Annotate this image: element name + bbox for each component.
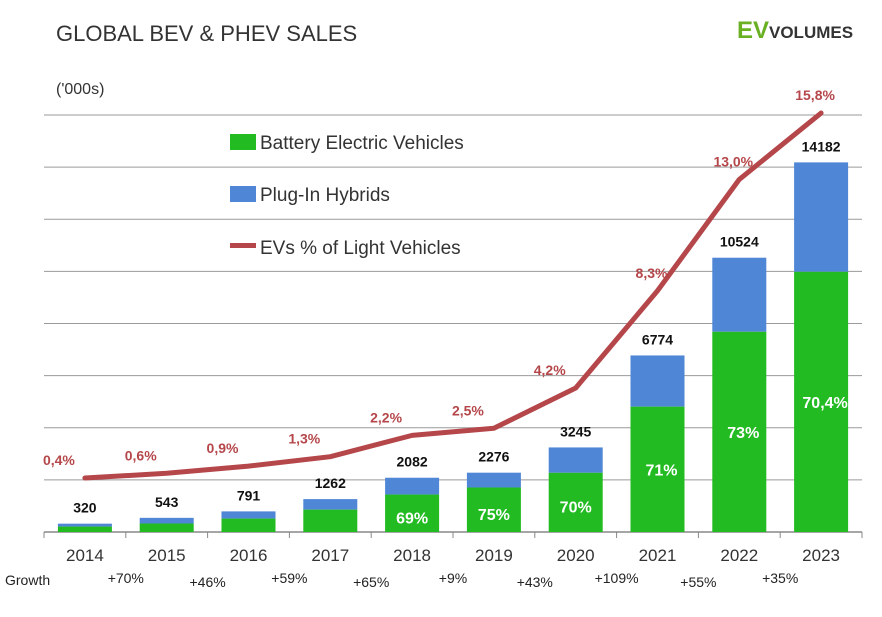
total-label: 2082 (397, 454, 428, 470)
phev-bar (548, 447, 603, 473)
total-label: 6774 (642, 331, 673, 347)
bev-bar (630, 406, 685, 532)
bev-share-label: 75% (478, 507, 510, 524)
phev-bar (385, 477, 440, 495)
phev-bar (57, 523, 112, 527)
x-tick-label: 2017 (311, 546, 349, 565)
phev-bar (221, 511, 276, 519)
legend: Battery Electric Vehicles Plug-In Hybrid… (230, 133, 464, 259)
ev-volumes-logo: EV VOLUMES (737, 17, 853, 44)
bev-share-label: 70% (560, 499, 592, 516)
phev-bar (794, 162, 849, 272)
legend-swatch-phev (230, 186, 256, 202)
phev-bar (466, 472, 521, 488)
legend-swatch-line (230, 243, 256, 248)
x-tick-label: 2015 (148, 546, 186, 565)
total-label: 791 (237, 487, 261, 503)
percent-label: 2,2% (370, 409, 402, 425)
legend-phev: Plug-In Hybrids (260, 185, 390, 206)
growth-value: +109% (595, 570, 639, 586)
total-label: 2276 (478, 449, 509, 465)
total-label: 14182 (802, 138, 841, 154)
bev-share-label: 71% (645, 462, 677, 479)
x-tick-label: 2014 (66, 546, 104, 565)
total-label: 320 (73, 500, 97, 516)
bev-bar (57, 526, 112, 532)
growth-value: +9% (439, 570, 467, 586)
legend-line: EVs % of Light Vehicles (260, 238, 461, 259)
percent-label: 0,9% (207, 440, 239, 456)
total-label: 10524 (720, 234, 759, 250)
bev-share-label: 73% (727, 425, 759, 442)
percent-label: 8,3% (636, 265, 668, 281)
growth-value: +65% (353, 574, 389, 590)
bev-share-label: 69% (396, 510, 428, 527)
x-tick-label: 2019 (475, 546, 513, 565)
x-tick-label: 2020 (557, 546, 595, 565)
percent-label: 2,5% (452, 402, 484, 418)
legend-swatch-bev (230, 134, 256, 150)
growth-value: +43% (517, 574, 553, 590)
growth-value: +70% (108, 570, 144, 586)
percent-label: 4,2% (534, 362, 566, 378)
bev-bar (139, 523, 194, 532)
total-label: 543 (155, 494, 179, 510)
bev-bar (712, 331, 767, 532)
ev-share-line (82, 110, 824, 481)
percent-label: 13,0% (713, 153, 753, 169)
x-tick-label: 2021 (639, 546, 677, 565)
legend-bev: Battery Electric Vehicles (260, 133, 464, 154)
x-tick-label: 2018 (393, 546, 431, 565)
growth-value: +35% (762, 570, 798, 586)
bev-bar (385, 494, 440, 532)
chart-title: GLOBAL BEV & PHEV SALES (56, 21, 357, 46)
x-tick-label: 2023 (802, 546, 840, 565)
bev-bar (303, 509, 358, 532)
logo-volumes: VOLUMES (769, 23, 853, 42)
bev-bar (794, 271, 849, 532)
percent-label: 1,3% (288, 431, 320, 447)
phev-bar (303, 499, 358, 510)
bev-bar (548, 472, 603, 532)
percent-label: 15,8% (795, 87, 835, 103)
growth-value: +46% (189, 574, 225, 590)
x-tick-label: 2022 (720, 546, 758, 565)
phev-bar (139, 517, 194, 524)
bev-share-label: 70,4% (802, 395, 847, 412)
x-tick-label: 2016 (230, 546, 268, 565)
total-label: 3245 (560, 423, 591, 439)
growth-value: +59% (271, 570, 307, 586)
percent-label: 0,4% (43, 452, 75, 468)
growth-value: +55% (680, 574, 716, 590)
growth-label: Growth (5, 572, 50, 588)
percent-label: 0,6% (125, 447, 157, 463)
bev-bar (466, 487, 521, 532)
bev-bar (221, 518, 276, 532)
phev-bar (630, 355, 685, 407)
y-unit-label: ('000s) (56, 81, 104, 98)
logo-ev: EV (737, 17, 769, 44)
phev-bar (712, 257, 767, 332)
total-label: 1262 (315, 475, 346, 491)
